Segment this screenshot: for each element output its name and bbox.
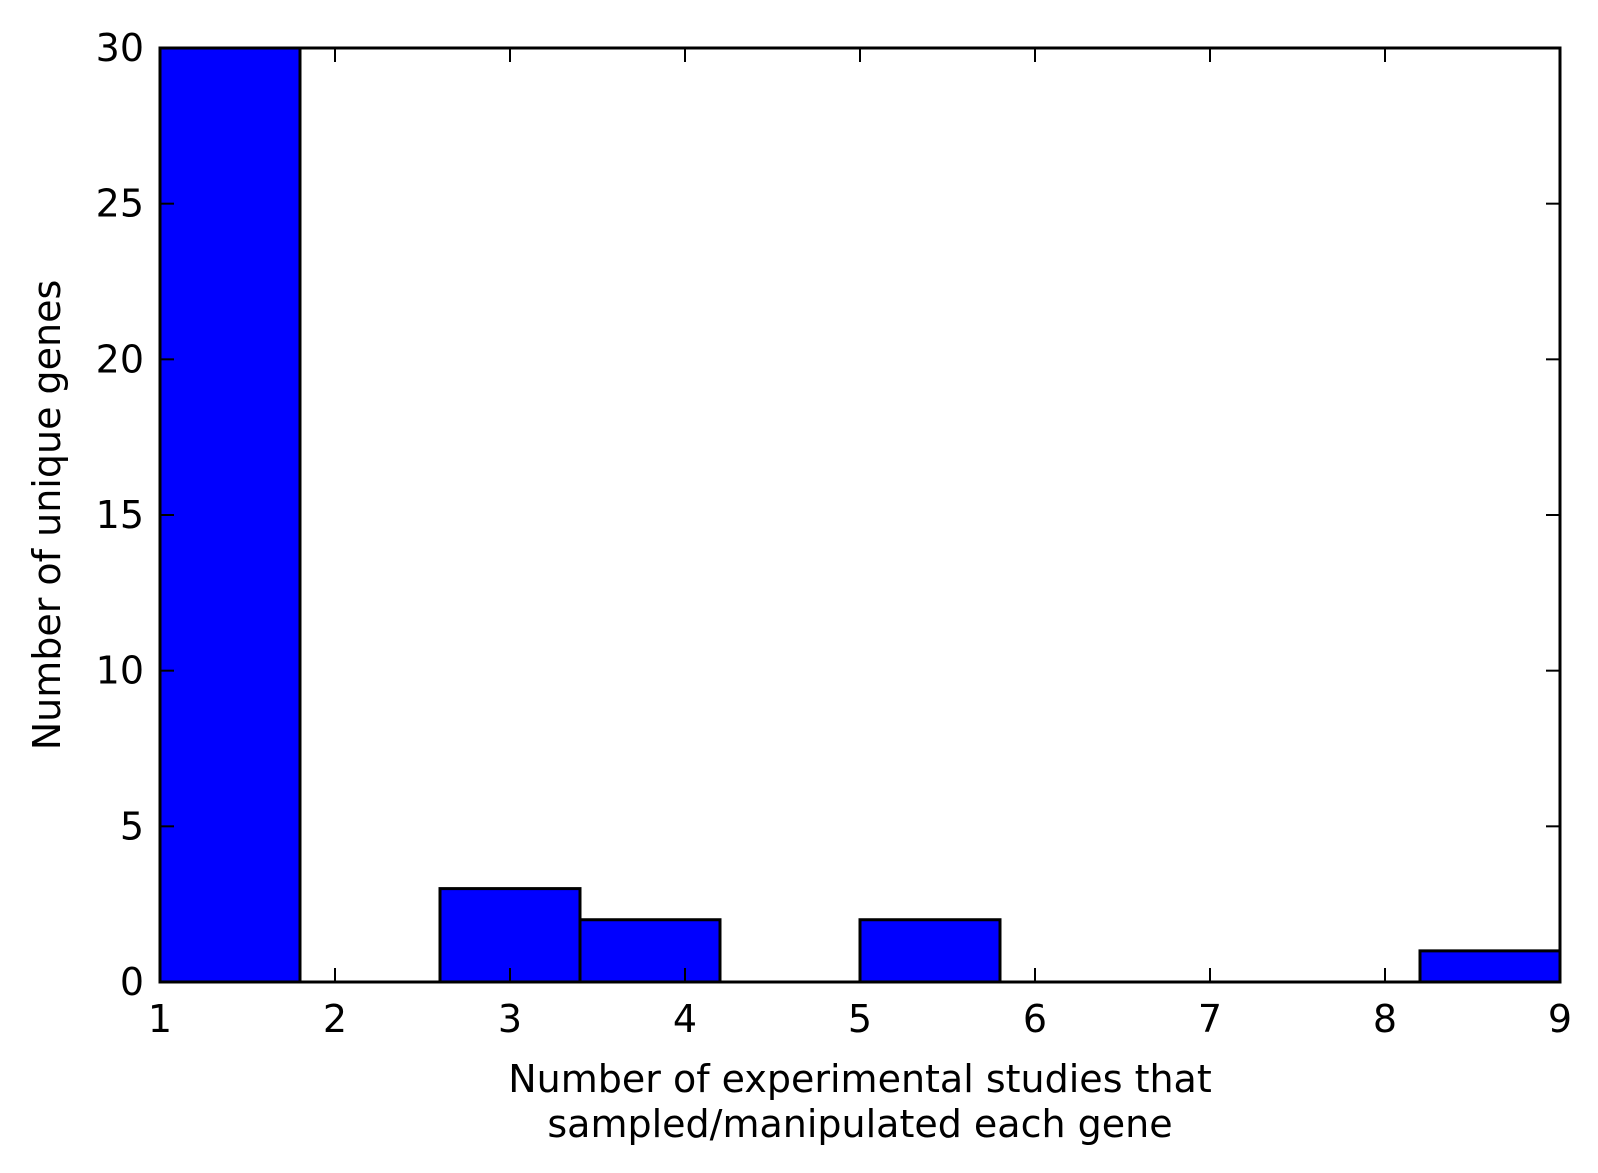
x-tick-label: 3 — [498, 997, 522, 1041]
x-axis-title-line-2: sampled/manipulated each gene — [547, 1102, 1172, 1146]
plot-frame — [158, 46, 1562, 984]
bars-layer — [158, 46, 1562, 984]
y-tick-label: 5 — [120, 804, 144, 848]
y-tick-label: 30 — [96, 26, 144, 70]
y-tick-label: 0 — [120, 960, 144, 1004]
y-tick-label: 15 — [96, 493, 144, 537]
tick-labels-layer: 1 2 3 4 5 6 7 8 9 0 5 10 15 20 25 30 — [96, 26, 1572, 1041]
y-axis-title: Number of unique genes — [25, 280, 69, 751]
x-tick-label: 8 — [1373, 997, 1397, 1041]
histogram-bar — [438, 887, 582, 984]
x-tick-label: 5 — [848, 997, 872, 1041]
x-tick-label: 7 — [1198, 997, 1222, 1041]
x-axis-title-line-1: Number of experimental studies that — [508, 1057, 1212, 1101]
histogram-bar — [1418, 949, 1562, 984]
x-tick-label: 2 — [323, 997, 347, 1041]
y-tick-label: 25 — [96, 182, 144, 226]
x-tick-label: 4 — [673, 997, 697, 1041]
y-tick-label: 20 — [96, 337, 144, 381]
x-tick-label: 6 — [1023, 997, 1047, 1041]
y-tick-label: 10 — [96, 649, 144, 693]
ticks-layer — [159, 47, 1561, 983]
histogram-bar — [158, 46, 302, 984]
x-tick-label: 9 — [1548, 997, 1572, 1041]
x-tick-label: 1 — [148, 997, 172, 1041]
histogram-bar — [858, 918, 1002, 984]
histogram-bar — [578, 918, 722, 984]
